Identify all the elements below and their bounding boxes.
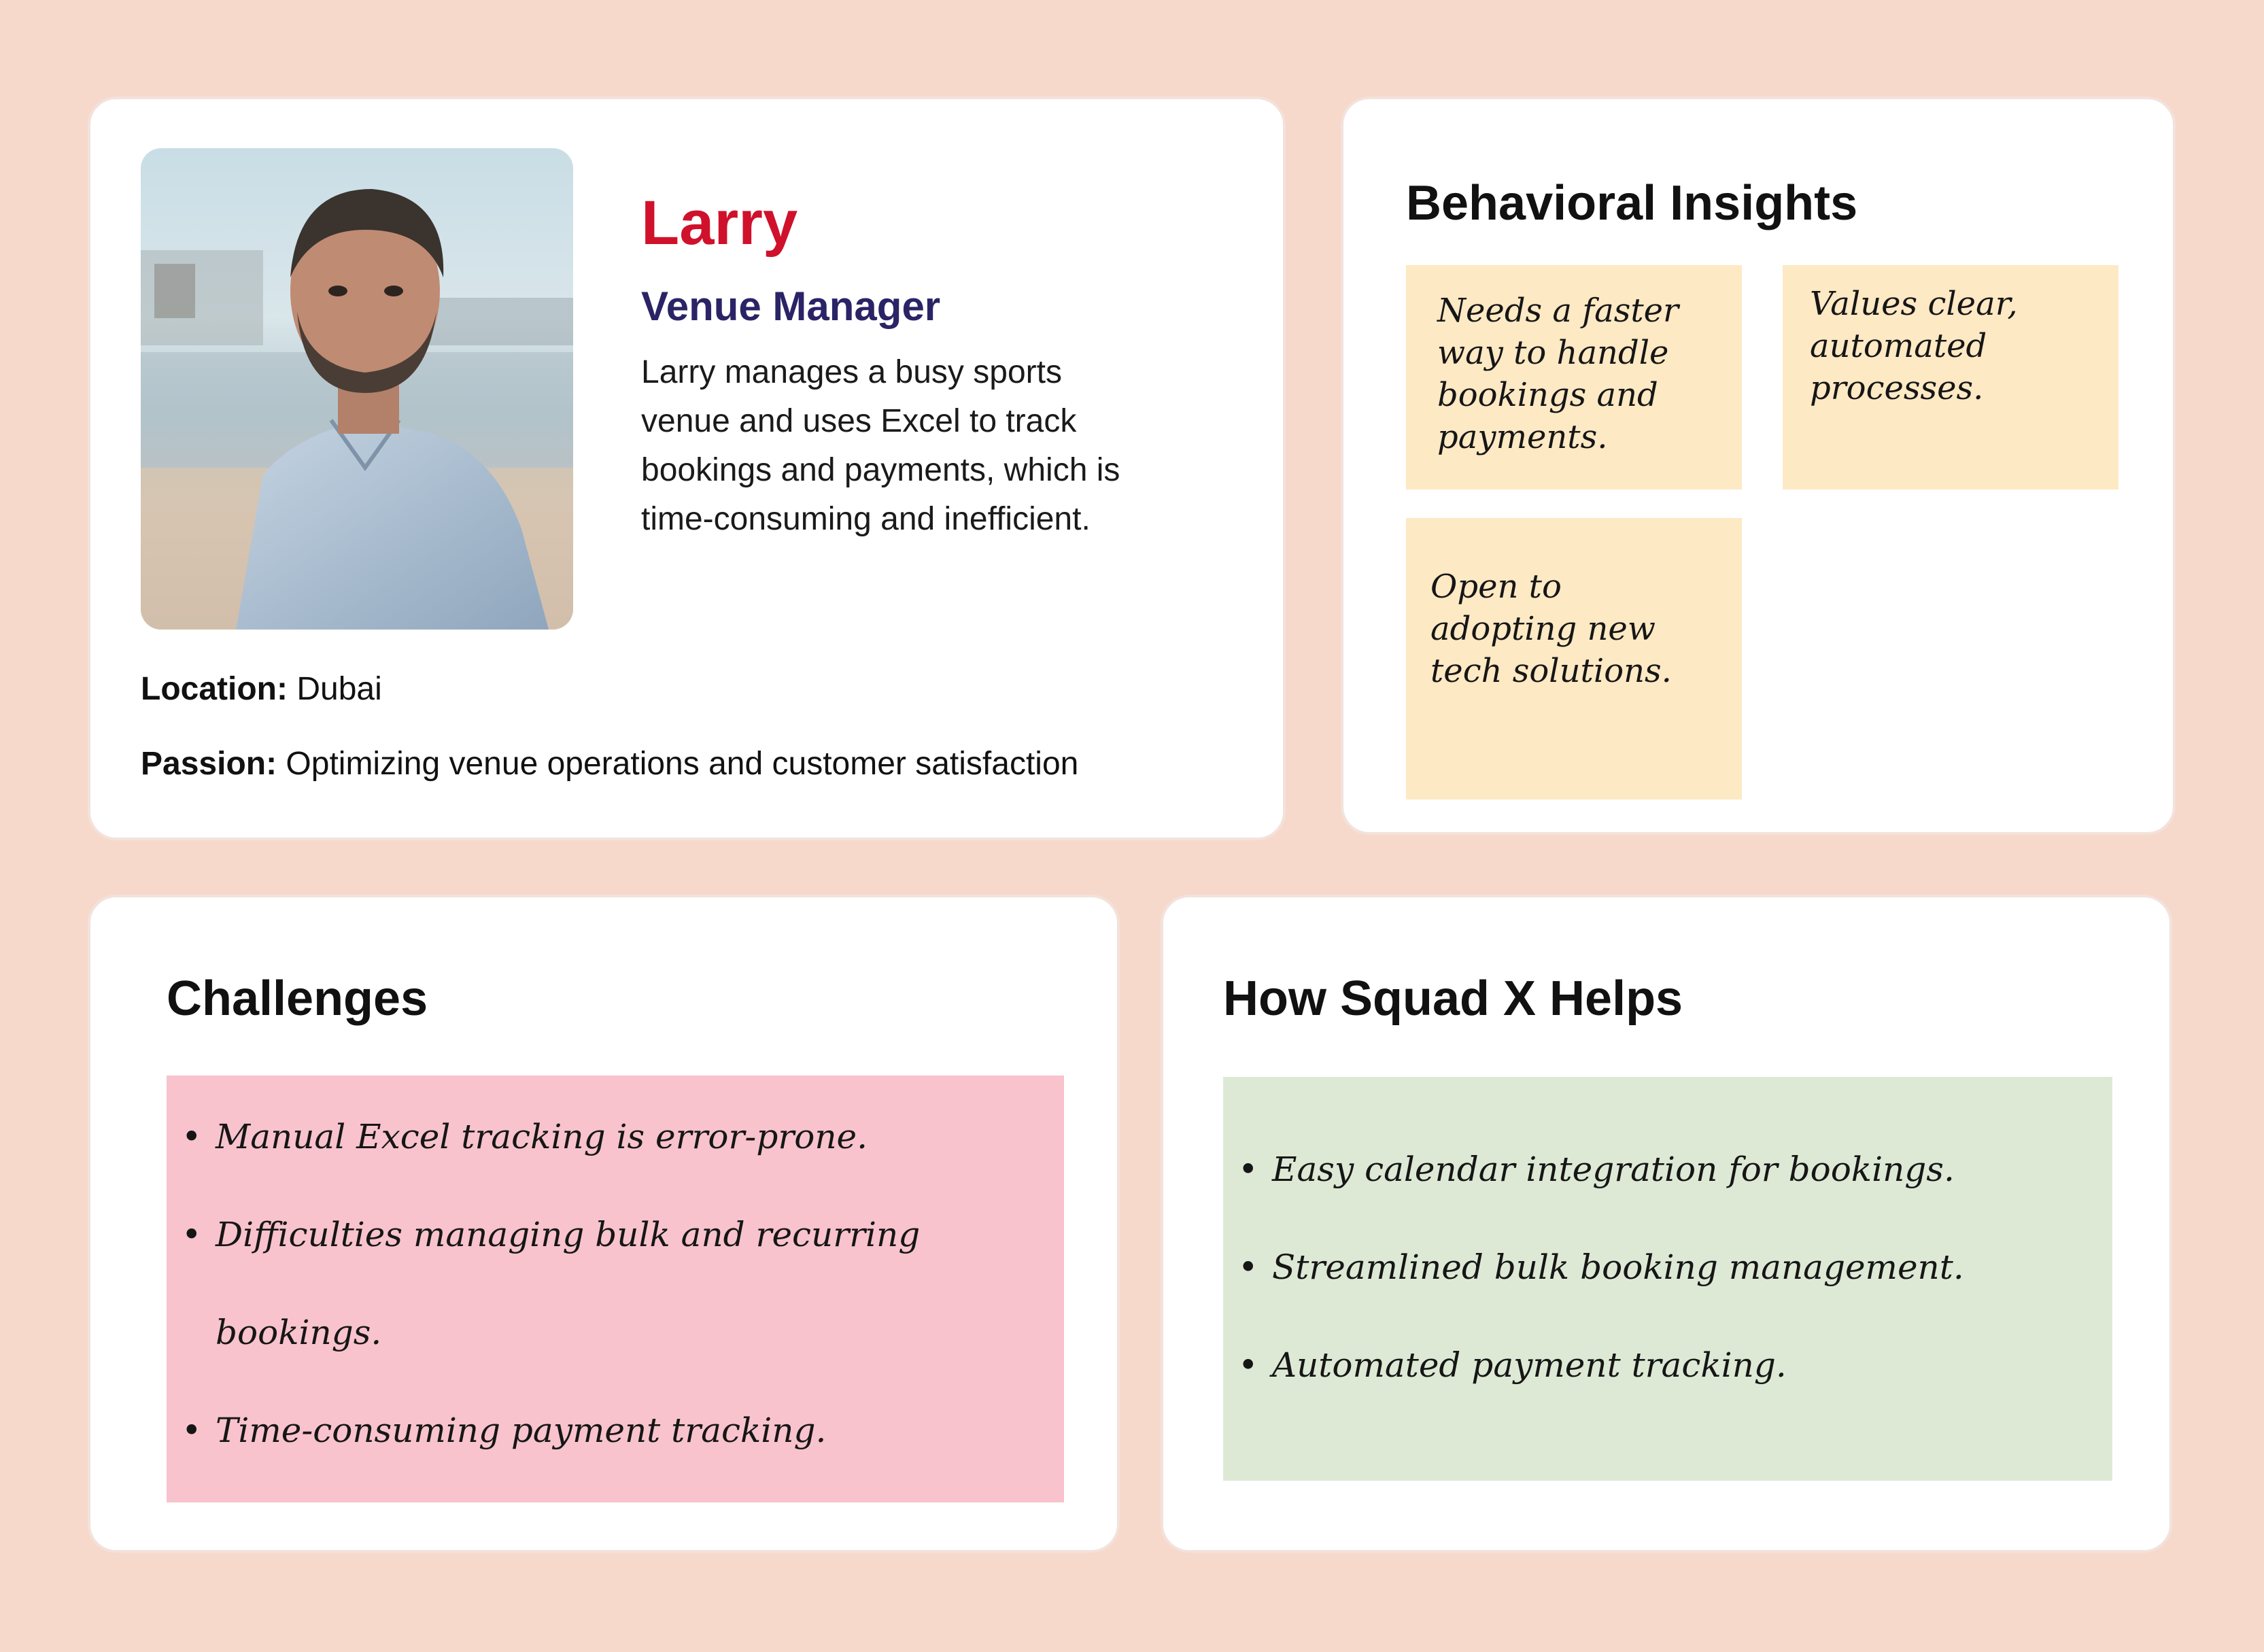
passion-label: Passion: — [141, 746, 277, 782]
profile-card: Larry Venue Manager Larry manages a busy… — [88, 97, 1286, 840]
bullet-icon: • — [182, 1215, 202, 1254]
persona-name: Larry — [641, 188, 798, 258]
challenge-text: Difficulties managing bulk and recurring… — [216, 1215, 921, 1352]
persona-bio: Larry manages a busy sports venue and us… — [641, 354, 1120, 537]
passion-value: Optimizing venue operations and customer… — [286, 746, 1079, 782]
insight-note: Values clear, automated processes. — [1783, 265, 2119, 489]
list-item: • Manual Excel tracking is error-prone. — [167, 1112, 1030, 1161]
insight-note: Open to adopting new tech solutions. — [1406, 518, 1742, 799]
challenges-note: • Manual Excel tracking is error-prone. … — [167, 1075, 1064, 1502]
help-text: Automated payment tracking. — [1272, 1345, 1787, 1385]
helps-list: • Easy calendar integration for bookings… — [1223, 1145, 2085, 1390]
list-item: • Streamlined bulk booking management. — [1223, 1243, 2085, 1292]
bullet-icon: • — [1238, 1150, 1258, 1189]
insight-note: Needs a faster way to handle bookings an… — [1406, 265, 1742, 489]
passion-line: Passion: Optimizing venue operations and… — [141, 745, 1078, 782]
challenge-text: Manual Excel tracking is error-prone. — [216, 1117, 868, 1156]
challenges-list: • Manual Excel tracking is error-prone. … — [167, 1112, 1030, 1455]
challenges-card: Challenges • Manual Excel tracking is er… — [88, 895, 1120, 1553]
challenge-text: Time-consuming payment tracking. — [216, 1411, 827, 1450]
helps-title: How Squad X Helps — [1223, 971, 1683, 1026]
insights-title: Behavioral Insights — [1406, 176, 1858, 230]
location-line: Location: Dubai — [141, 670, 382, 708]
location-label: Location: — [141, 671, 288, 707]
profile-photo — [141, 148, 573, 630]
bullet-icon: • — [182, 1411, 202, 1450]
list-item: • Time-consuming payment tracking. — [167, 1406, 1030, 1455]
bullet-icon: • — [182, 1117, 202, 1156]
list-item: • Difficulties managing bulk and recurri… — [167, 1186, 1030, 1381]
bullet-icon: • — [1238, 1345, 1258, 1385]
location-value: Dubai — [296, 671, 382, 707]
help-text: Easy calendar integration for bookings. — [1272, 1150, 1955, 1189]
helps-note: • Easy calendar integration for bookings… — [1223, 1077, 2112, 1481]
challenges-title: Challenges — [167, 971, 428, 1026]
list-item: • Automated payment tracking. — [1223, 1341, 2085, 1390]
how-squad-x-helps-card: How Squad X Helps • Easy calendar integr… — [1161, 895, 2172, 1553]
persona-role: Venue Manager — [641, 283, 941, 329]
help-text: Streamlined bulk booking management. — [1272, 1247, 1964, 1287]
list-item: • Easy calendar integration for bookings… — [1223, 1145, 2085, 1194]
behavioral-insights-card: Behavioral Insights Needs a faster way t… — [1341, 97, 2176, 835]
bullet-icon: • — [1238, 1247, 1258, 1287]
